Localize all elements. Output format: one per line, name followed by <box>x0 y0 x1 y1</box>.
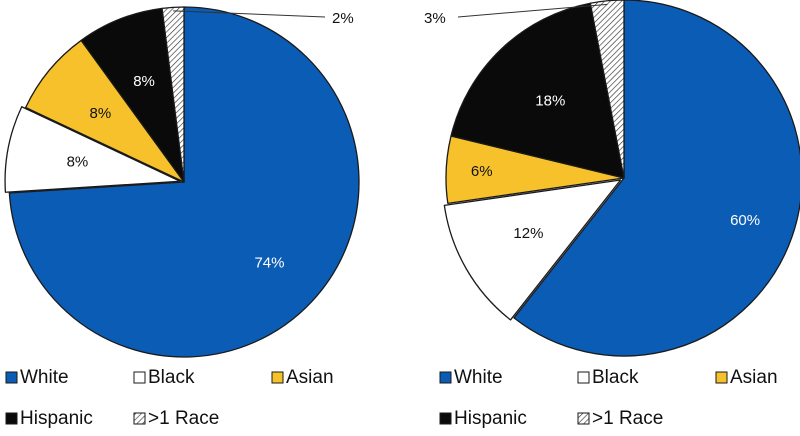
legend-1: White Black Asian Hispanic >1 Race <box>5 367 334 429</box>
legend-item-multiracial: >1 Race <box>133 408 219 429</box>
legend-item-black: Black <box>133 367 195 388</box>
legend-label-white: White <box>20 367 69 388</box>
legend-item-white: White <box>5 367 69 388</box>
legend-swatch-white <box>439 371 452 384</box>
legend-item-hispanic: Hispanic <box>5 408 93 429</box>
legend-swatch-hispanic <box>439 412 452 425</box>
leader-line-multiracial <box>457 3 608 18</box>
data-label-white: 74% <box>254 254 284 271</box>
legend-swatch-black <box>577 371 590 384</box>
legend-label-multiracial: >1 Race <box>148 408 219 429</box>
pie-slice-multiracial <box>161 6 185 183</box>
data-label-asian: 8% <box>90 105 112 122</box>
data-label-asian: 6% <box>471 163 493 180</box>
legend-swatch-hispanic <box>5 412 18 425</box>
legend-swatch-black <box>133 371 146 384</box>
pie-chart-1: 74% 8% 8% 8% 2% <box>4 6 360 358</box>
legend-item-multiracial: >1 Race <box>577 408 663 429</box>
legend-item-asian: Asian <box>715 367 778 388</box>
pie-slice-black <box>4 106 181 193</box>
data-label-multiracial: 3% <box>424 10 446 27</box>
pie-slice-hispanic <box>450 2 625 179</box>
legend-swatch-asian <box>271 371 284 384</box>
data-label-black: 8% <box>67 154 89 171</box>
legend-label-black: Black <box>148 367 195 388</box>
data-label-black: 12% <box>513 225 543 242</box>
legend-item-asian: Asian <box>271 367 334 388</box>
legend-label-white: White <box>454 367 503 388</box>
data-label-multiracial: 2% <box>332 10 354 27</box>
legend-label-multiracial: >1 Race <box>592 408 663 429</box>
legend-label-hispanic: Hispanic <box>20 408 93 429</box>
legend-item-white: White <box>439 367 503 388</box>
pie-chart-2: 60% 12% 6% 18% 3% <box>424 0 800 357</box>
legend-label-hispanic: Hispanic <box>454 408 527 429</box>
legend-swatch-white <box>5 371 18 384</box>
legend-label-black: Black <box>592 367 639 388</box>
legend-item-hispanic: Hispanic <box>439 408 527 429</box>
legend-2: White Black Asian Hispanic >1 Race <box>439 367 778 429</box>
data-label-hispanic: 8% <box>133 73 155 90</box>
pie-slice-black <box>443 179 622 321</box>
pie-slice-white <box>513 0 800 357</box>
legend-swatch-multiracial <box>577 412 590 425</box>
legend-label-asian: Asian <box>730 367 778 388</box>
leader-line-multiracial <box>173 10 326 18</box>
data-label-white: 60% <box>730 212 760 229</box>
legend-label-asian: Asian <box>286 367 334 388</box>
pie-slice-multiracial <box>589 0 625 179</box>
data-label-hispanic: 18% <box>535 93 565 110</box>
legend-swatch-asian <box>715 371 728 384</box>
legend-swatch-multiracial <box>133 412 146 425</box>
legend-item-black: Black <box>577 367 639 388</box>
